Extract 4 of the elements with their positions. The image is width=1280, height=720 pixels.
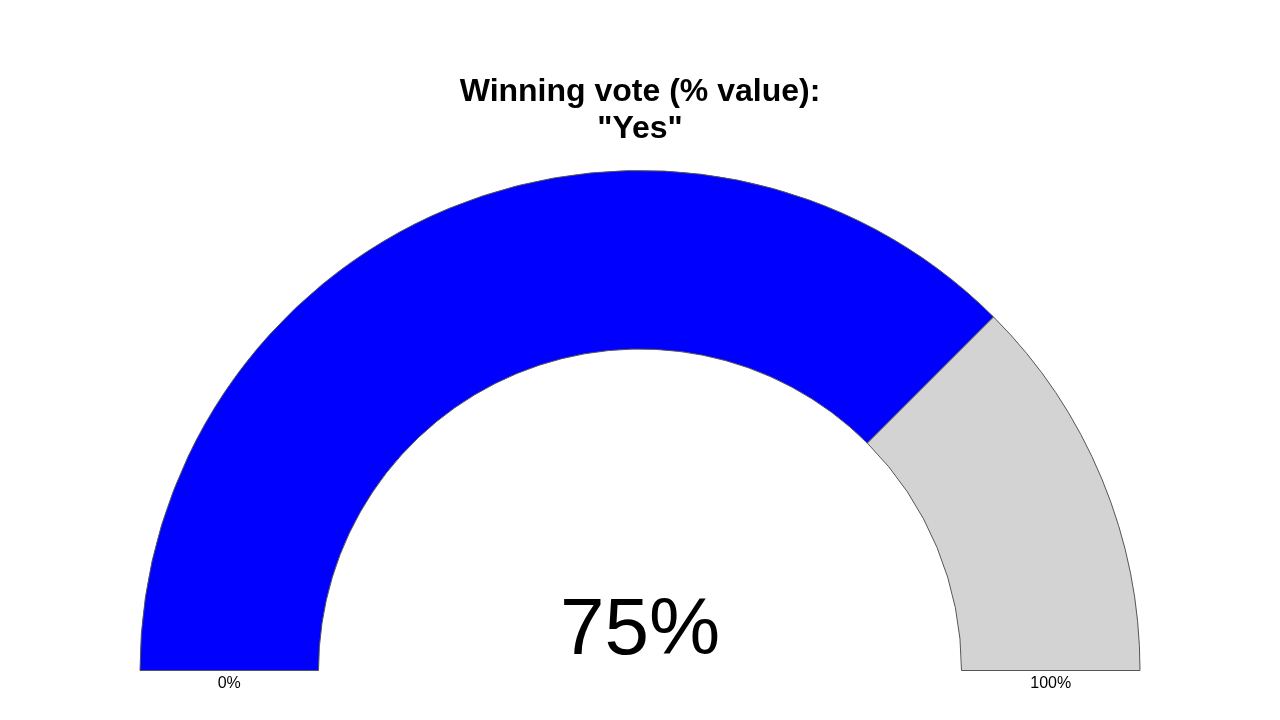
text: 100% bbox=[1030, 673, 1072, 691]
data-label: 75% bbox=[559, 581, 721, 671]
chart-title: Winning vote (% value): "Yes" bbox=[459, 71, 821, 145]
text: 0% bbox=[217, 673, 241, 691]
